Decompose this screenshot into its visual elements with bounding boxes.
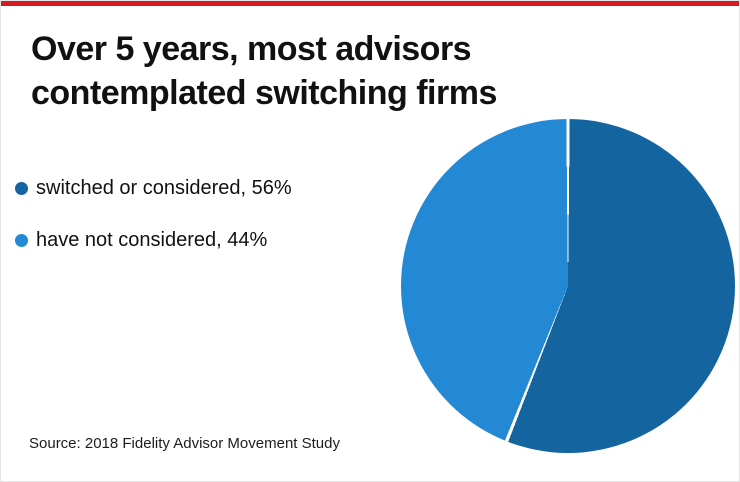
legend-item: switched or considered, 56% [15,177,292,200]
legend-label: have not considered, 44% [36,229,268,251]
page-title: Over 5 years, most advisors contemplated… [31,27,497,115]
pie-chart [401,119,735,453]
legend-label: switched or considered, 56% [36,177,292,199]
legend-swatch-icon [15,234,28,247]
title-line-2: contemplated switching firms [31,74,497,112]
chart-legend: switched or considered, 56% have not con… [15,177,292,281]
legend-swatch-icon [15,182,28,195]
title-line-1: Over 5 years, most advisors [31,30,472,68]
top-accent-bar [1,1,739,6]
legend-item: have not considered, 44% [15,229,292,252]
source-text: Source: 2018 Fidelity Advisor Movement S… [29,435,340,452]
